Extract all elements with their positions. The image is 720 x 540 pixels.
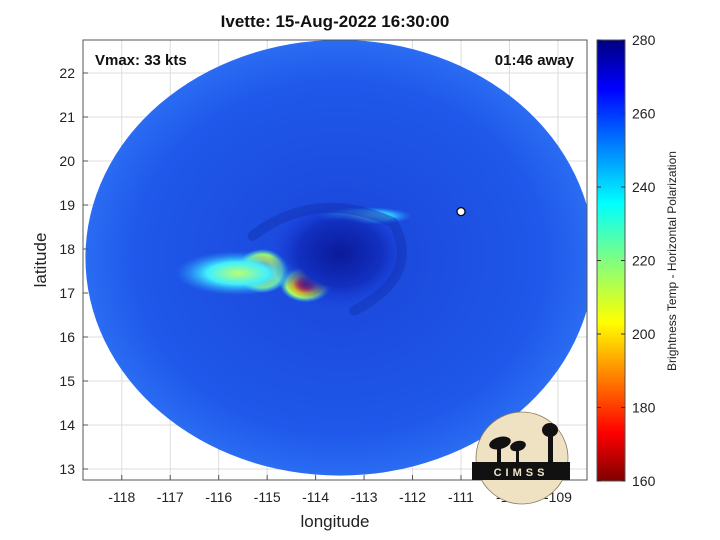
time-away-annotation: 01:46 away	[494, 52, 574, 69]
x-axis-label: longitude	[300, 512, 370, 531]
x-tick-label: -115	[254, 489, 281, 505]
axes-frame	[82, 39, 588, 481]
y-tick-label: 17	[59, 285, 75, 301]
storm-center-marker	[456, 207, 466, 217]
axis-ticks: -118-117-116-115-114-113-112-111-110-109…	[59, 65, 572, 505]
chart-title: Ivette: 15-Aug-2022 16:30:00	[220, 12, 450, 31]
y-tick-label: 19	[59, 197, 75, 213]
colorbar-tick-label: 220	[632, 253, 656, 269]
y-tick-label: 21	[59, 109, 75, 125]
x-tick-label: -117	[157, 489, 184, 505]
colorbar-tick-label: 280	[632, 32, 656, 48]
colorbar-tick-label: 200	[632, 326, 656, 342]
colorbar-ticks: 160 180 200 220 240 260 280	[597, 32, 656, 489]
colorbar-tick-label: 160	[632, 473, 656, 489]
x-tick-label: -118	[108, 489, 135, 505]
logo-text: CIMSS	[494, 467, 549, 479]
x-tick-label: -116	[205, 489, 232, 505]
x-tick-label: -111	[448, 489, 474, 505]
feature-layer	[176, 198, 466, 316]
colorbar-tick-label: 260	[632, 106, 656, 122]
feature-eye-region	[269, 198, 410, 309]
vmax-annotation: Vmax: 33 kts	[95, 52, 187, 69]
spiral-band	[247, 202, 407, 316]
x-tick-label: -114	[302, 489, 329, 505]
colorbar-label: Brightness Temp - Horizontal Polarizatio…	[665, 151, 679, 371]
x-tick-label: -112	[399, 489, 426, 505]
y-tick-label: 22	[59, 65, 75, 81]
x-tick-label: -113	[351, 489, 378, 505]
y-axis-label: latitude	[31, 232, 50, 288]
feature-rainband-west	[176, 251, 301, 296]
y-tick-label: 15	[59, 373, 75, 389]
y-tick-label: 20	[59, 153, 75, 169]
colorbar-tick-label: 180	[632, 400, 656, 416]
y-tick-label: 14	[59, 417, 75, 433]
y-tick-label: 16	[59, 329, 75, 345]
cimss-logo: CIMSS	[472, 411, 570, 505]
y-tick-label: 18	[59, 241, 75, 257]
y-tick-label: 13	[59, 461, 75, 477]
colorbar	[596, 39, 626, 482]
colorbar-tick-label: 240	[632, 179, 656, 195]
